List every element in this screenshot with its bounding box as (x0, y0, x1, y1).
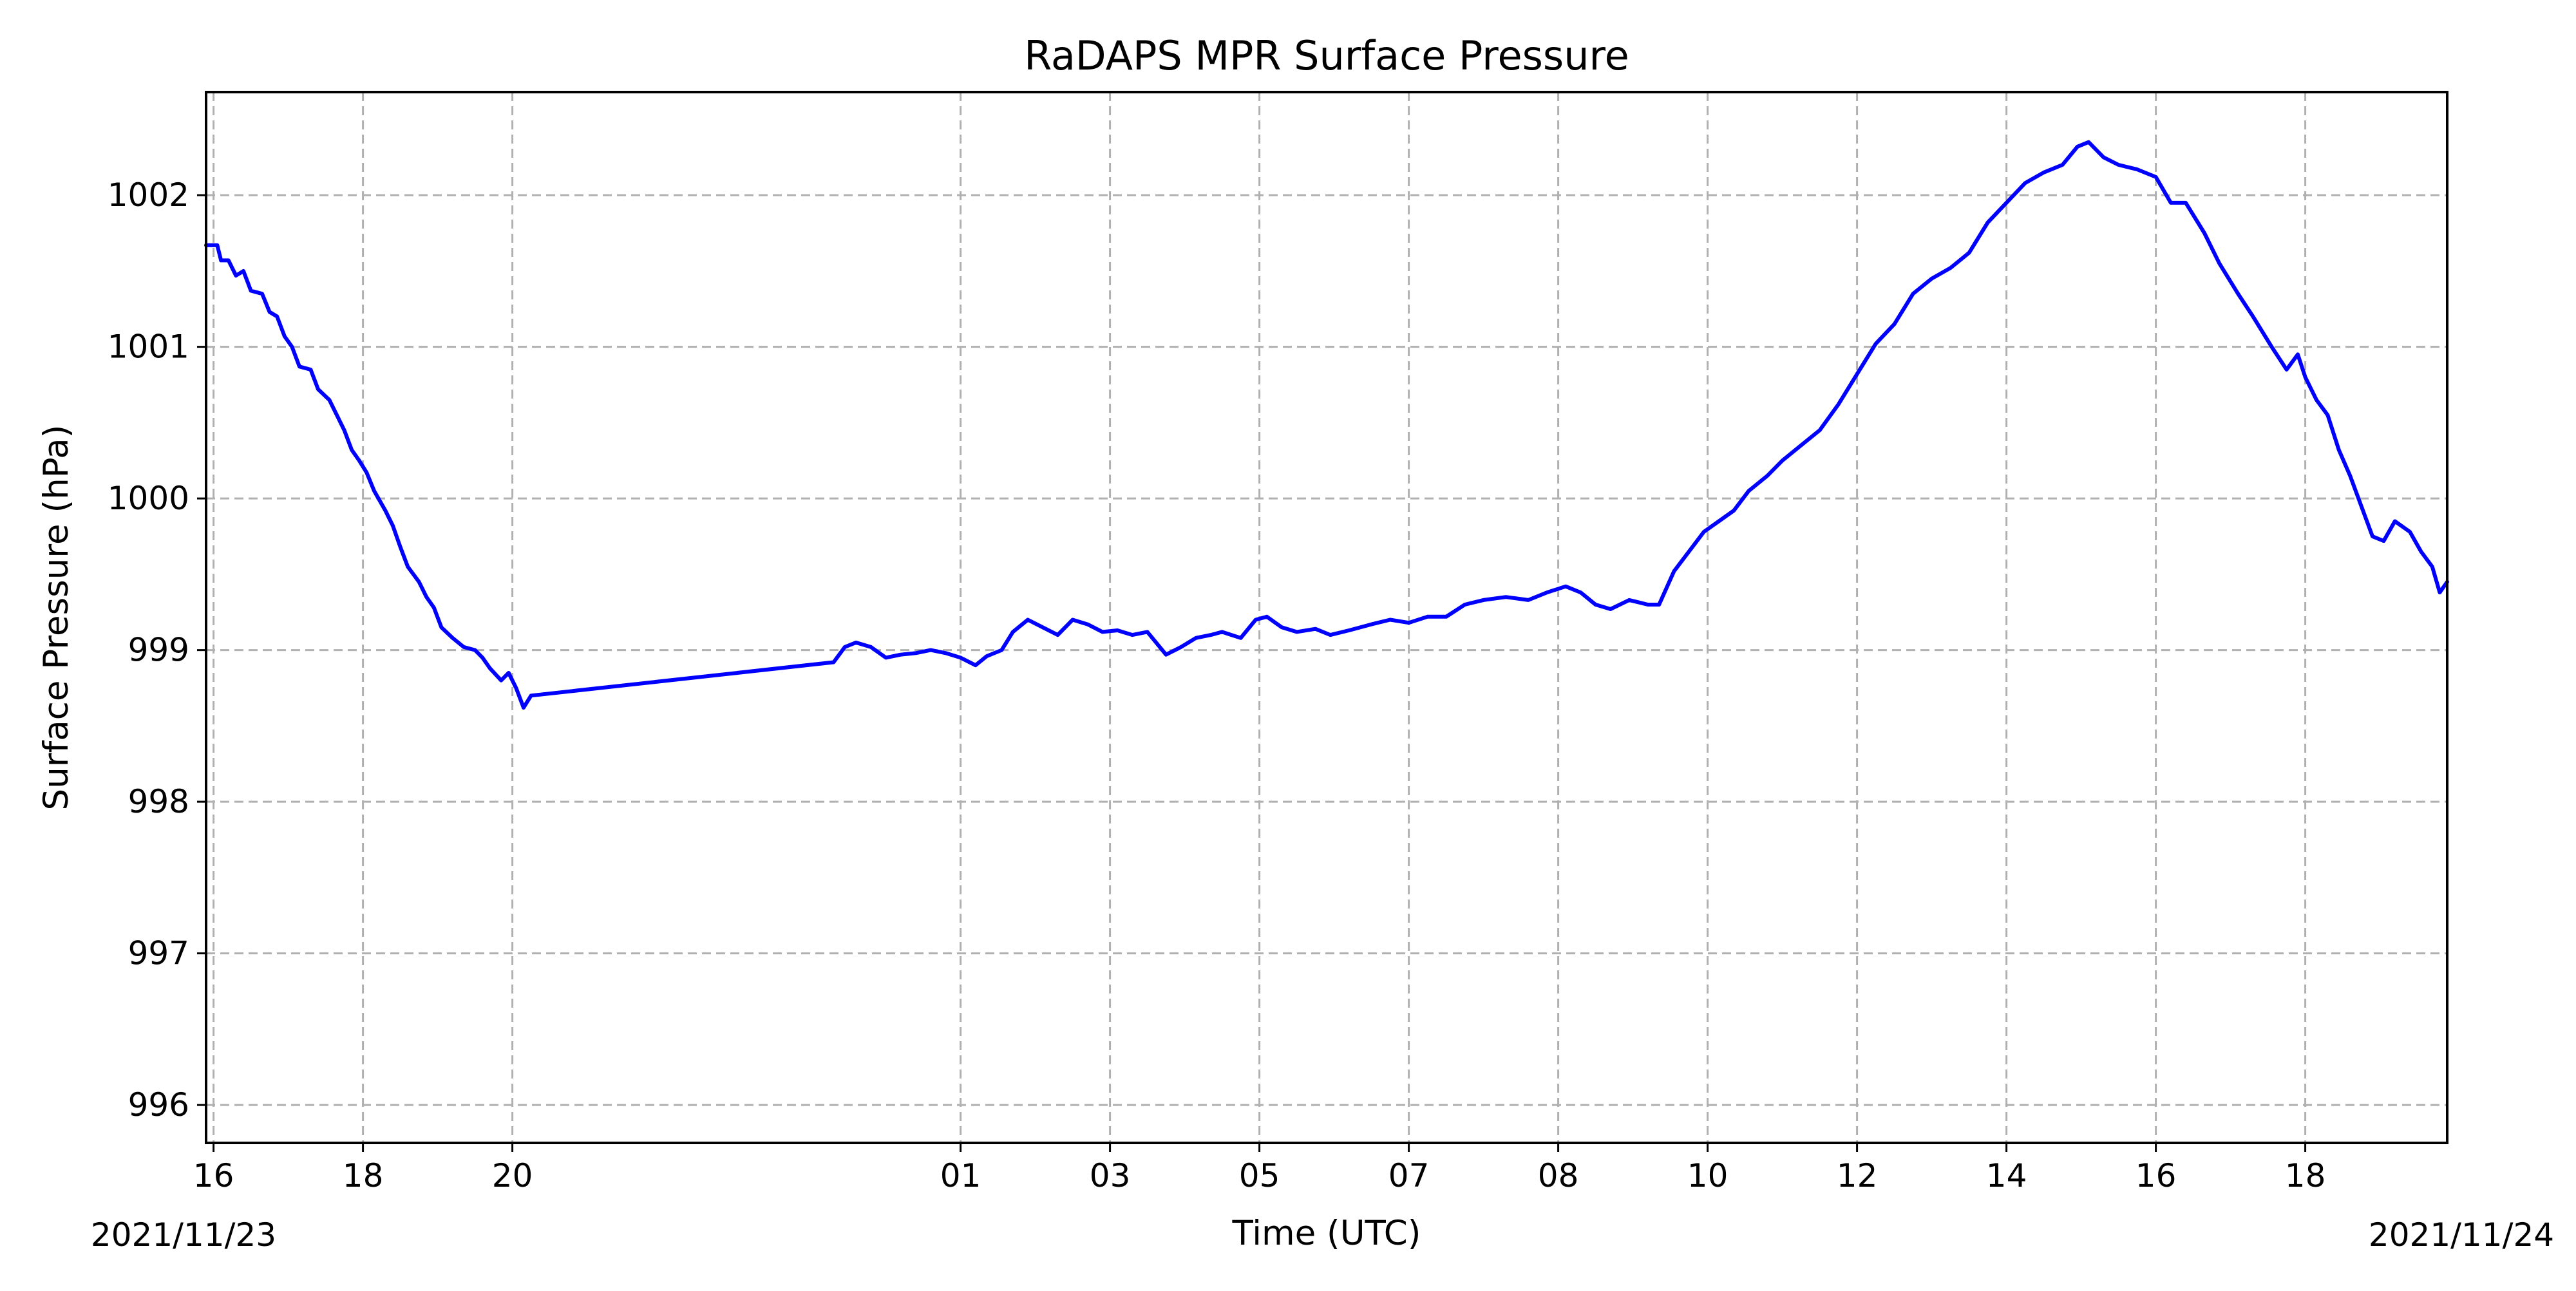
series-layer (204, 140, 2449, 710)
grid-lines (206, 92, 2447, 1143)
axis-ticks: 996 997 998 999 1000 1001 1002 16 18 20 01 03 05 07 08… (108, 176, 2326, 1194)
chart-title: RaDAPS MPR Surface Pressure (1024, 32, 1629, 79)
y-axis-label: Surface Pressure (hPa) (37, 425, 76, 811)
series-line-0 (204, 140, 2449, 710)
x-tick-label: 03 (1090, 1157, 1131, 1194)
y-tick-label: 997 (128, 935, 189, 972)
y-tick-label: 1001 (108, 328, 189, 366)
x-axis-label: Time (UTC) (1232, 1214, 1421, 1253)
y-tick-label: 1002 (108, 176, 189, 214)
x-tick-label: 18 (343, 1157, 384, 1194)
x-tick-label: 14 (1986, 1157, 2027, 1194)
x-tick-label: 10 (1687, 1157, 1728, 1194)
x-tick-label: 16 (193, 1157, 234, 1194)
x-tick-label: 16 (2136, 1157, 2177, 1194)
y-tick-label: 996 (128, 1086, 189, 1124)
y-tick-label: 1000 (108, 480, 189, 517)
x-tick-label: 07 (1388, 1157, 1430, 1194)
x-tick-label: 08 (1538, 1157, 1579, 1194)
y-tick-label: 999 (128, 632, 189, 669)
x-tick-label: 12 (1837, 1157, 1878, 1194)
start-date-label: 2021/11/23 (91, 1216, 276, 1254)
x-tick-label: 05 (1239, 1157, 1280, 1194)
x-tick-label: 20 (492, 1157, 533, 1194)
end-date-label: 2021/11/24 (2369, 1216, 2554, 1254)
y-tick-label: 998 (128, 783, 189, 820)
x-tick-label: 18 (2285, 1157, 2326, 1194)
plot-area-frame (205, 91, 2448, 1144)
x-tick-label: 01 (940, 1157, 981, 1194)
